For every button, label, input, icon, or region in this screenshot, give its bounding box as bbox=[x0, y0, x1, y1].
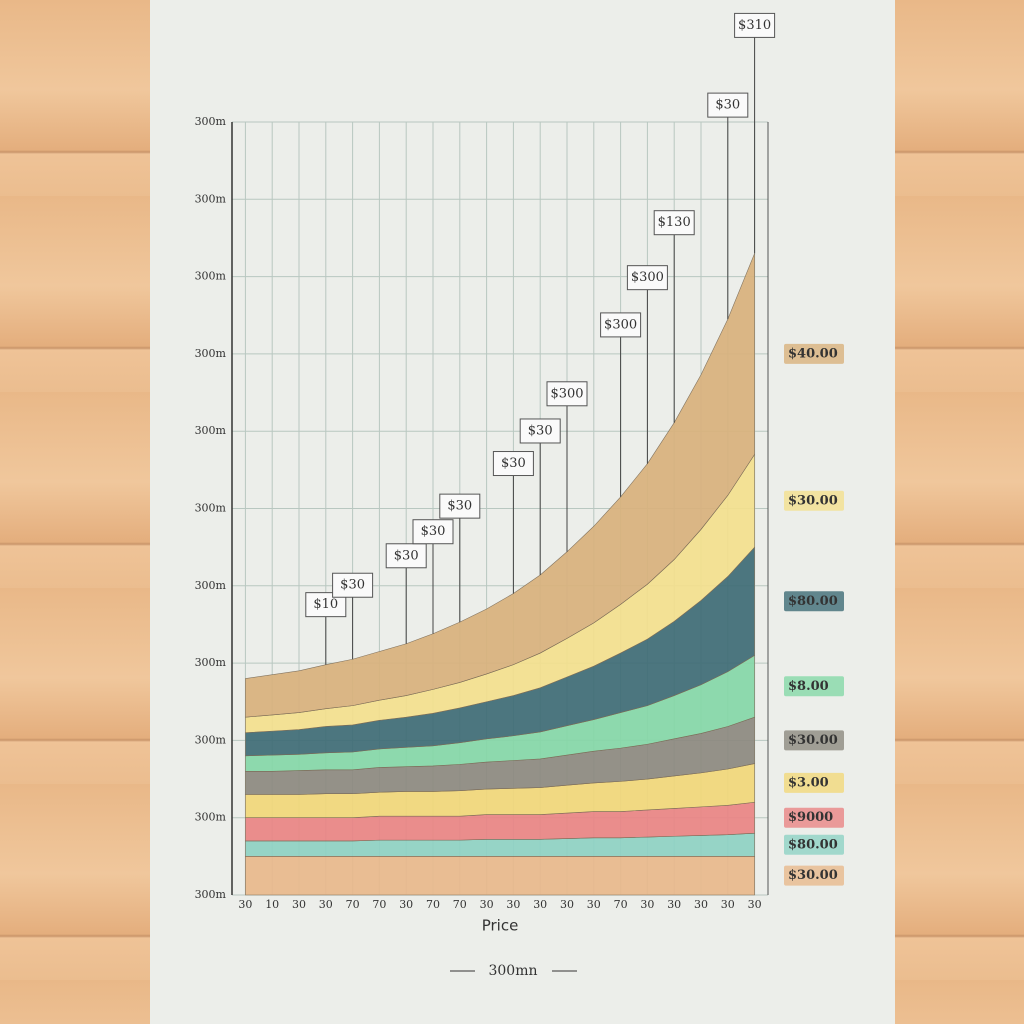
annotation-box bbox=[519, 418, 561, 444]
legend-label: $80.00 bbox=[788, 837, 838, 852]
x-tick-label: 30 bbox=[533, 898, 547, 911]
legend-swatch bbox=[784, 865, 844, 886]
x-tick-label: 30 bbox=[292, 898, 306, 911]
annotation: $300 bbox=[604, 317, 637, 332]
legend-swatch bbox=[784, 490, 844, 511]
x-tick-label: 30 bbox=[399, 898, 413, 911]
x-tick-label: 70 bbox=[614, 898, 628, 911]
x-tick-label: 30 bbox=[560, 898, 574, 911]
y-tick-label: 300m bbox=[195, 656, 227, 669]
legend-label: $3.00 bbox=[788, 775, 829, 790]
x-tick-label: 30 bbox=[587, 898, 601, 911]
x-tick-label: 10 bbox=[265, 898, 279, 911]
annotation-box bbox=[653, 210, 695, 236]
legend-swatch bbox=[784, 772, 844, 793]
annotation-box bbox=[385, 543, 427, 569]
x-tick-label: 30 bbox=[506, 898, 520, 911]
x-axis-title: Price bbox=[482, 917, 519, 935]
annotation-box bbox=[332, 572, 374, 598]
legend-swatch bbox=[784, 676, 844, 697]
y-tick-label: 300m bbox=[195, 270, 227, 283]
area-layer bbox=[245, 856, 755, 896]
x-tick-label: 30 bbox=[721, 898, 735, 911]
x-tick-label: 70 bbox=[346, 898, 360, 911]
legend-label: $30.00 bbox=[788, 733, 838, 748]
x-tick-label: 70 bbox=[372, 898, 386, 911]
legend-swatch bbox=[784, 834, 844, 855]
annotation-box bbox=[412, 519, 454, 545]
y-tick-label: 300m bbox=[195, 347, 227, 360]
annotation: $30 bbox=[528, 423, 553, 438]
y-tick-label: 300m bbox=[195, 192, 227, 205]
y-tick-label: 300m bbox=[195, 733, 227, 746]
legend-label: $8.00 bbox=[788, 679, 829, 694]
annotation: $30 bbox=[447, 499, 472, 514]
legend-label: $80.00 bbox=[788, 594, 838, 609]
annotation-box bbox=[439, 493, 481, 519]
annotation: $30 bbox=[501, 456, 526, 471]
annotation-box bbox=[546, 381, 588, 407]
x-tick-label: 30 bbox=[748, 898, 762, 911]
legend-swatch bbox=[784, 807, 844, 828]
caption: 300mn bbox=[488, 963, 537, 979]
annotation: $30 bbox=[340, 578, 365, 593]
annotation: $310 bbox=[738, 18, 771, 33]
x-tick-label: 30 bbox=[694, 898, 708, 911]
x-tick-label: 30 bbox=[640, 898, 654, 911]
annotation: $30 bbox=[715, 98, 740, 113]
y-tick-label: 300m bbox=[195, 888, 227, 901]
annotation-box bbox=[492, 451, 534, 477]
y-tick-label: 300m bbox=[195, 502, 227, 515]
area-layer bbox=[245, 253, 755, 718]
x-tick-label: 30 bbox=[319, 898, 333, 911]
annotation: $30 bbox=[394, 548, 419, 563]
legend-swatch bbox=[784, 591, 844, 612]
legend-label: $30.00 bbox=[788, 868, 838, 883]
annotation: $10 bbox=[313, 597, 338, 612]
legend-swatch bbox=[784, 343, 844, 364]
y-tick-label: 300m bbox=[195, 811, 227, 824]
y-tick-label: 300m bbox=[195, 579, 227, 592]
legend-label: $30.00 bbox=[788, 493, 838, 508]
x-tick-label: 30 bbox=[480, 898, 494, 911]
annotation-box bbox=[626, 265, 668, 291]
x-tick-label: 30 bbox=[667, 898, 681, 911]
x-tick-label: 30 bbox=[238, 898, 252, 911]
annotation-box bbox=[734, 12, 776, 38]
x-tick-label: 70 bbox=[453, 898, 467, 911]
legend-label: $40.00 bbox=[788, 346, 838, 361]
annotation-box bbox=[600, 312, 642, 338]
y-tick-label: 300m bbox=[195, 115, 227, 128]
annotation: $300 bbox=[550, 386, 583, 401]
legend-swatch bbox=[784, 730, 844, 751]
legend-label: $9000 bbox=[788, 810, 833, 825]
x-tick-label: 70 bbox=[426, 898, 440, 911]
annotation-box bbox=[707, 92, 749, 118]
annotation: $30 bbox=[421, 524, 446, 539]
annotation: $300 bbox=[631, 270, 664, 285]
y-tick-label: 300m bbox=[195, 424, 227, 437]
annotation: $130 bbox=[658, 215, 691, 230]
